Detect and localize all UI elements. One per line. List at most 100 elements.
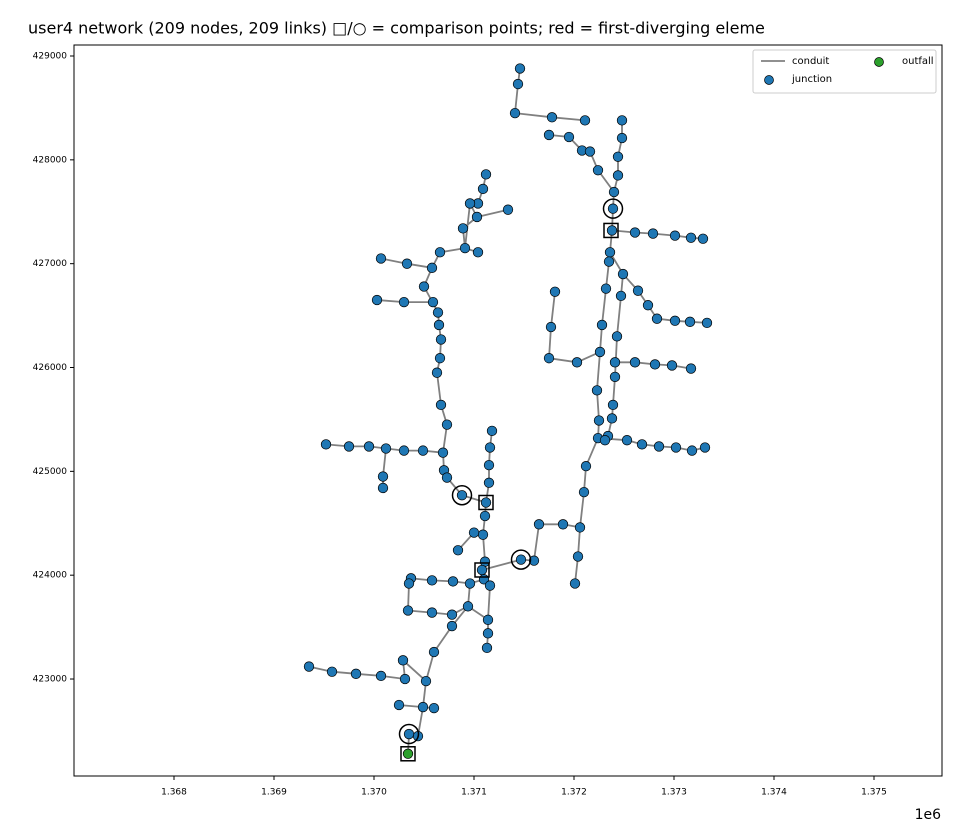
- node-point: [670, 442, 682, 453]
- node-point: [591, 385, 603, 396]
- node-point: [434, 247, 446, 258]
- comparison-circle: [510, 549, 532, 570]
- node-point: [546, 112, 558, 123]
- node-point: [326, 666, 338, 677]
- node-point: [686, 445, 698, 456]
- node-point: [320, 439, 332, 450]
- node-point: [629, 227, 641, 238]
- legend-label: outfall: [902, 56, 934, 67]
- y-tick-label: 424000: [33, 571, 68, 581]
- node-point: [435, 399, 447, 411]
- node-point: [512, 78, 524, 90]
- node-point: [594, 346, 606, 358]
- node-point: [420, 675, 432, 687]
- node-point: [607, 399, 619, 411]
- node-point: [666, 360, 678, 371]
- node-point: [431, 367, 443, 378]
- y-tick-label: 427000: [33, 259, 68, 269]
- node-point: [653, 441, 665, 452]
- node-point: [606, 413, 618, 424]
- node-point: [428, 702, 440, 714]
- node-point: [477, 183, 489, 195]
- node-point: [596, 319, 608, 331]
- node-point: [402, 605, 414, 616]
- node-point: [479, 510, 491, 522]
- node-point: [509, 107, 521, 119]
- node-point: [482, 614, 494, 625]
- node-point: [418, 281, 430, 292]
- node-point: [609, 357, 621, 368]
- node-point: [584, 146, 596, 157]
- node-point: [669, 315, 681, 326]
- node-point: [574, 522, 586, 533]
- node-point: [403, 728, 415, 740]
- x-tick-label: 1.370: [361, 788, 387, 798]
- plot-area: [303, 63, 713, 762]
- legend: conduit junction outfall: [752, 49, 937, 94]
- node-point: [563, 131, 575, 143]
- node-point: [684, 316, 696, 327]
- node-point: [649, 359, 661, 370]
- y-tick-label: 426000: [33, 363, 68, 373]
- node-point: [472, 247, 484, 258]
- node-point: [599, 435, 611, 446]
- node-point: [427, 296, 439, 308]
- node-point: [609, 371, 621, 383]
- node-point: [502, 204, 514, 215]
- axes-frame: [73, 44, 943, 777]
- node-point: [579, 115, 591, 126]
- node-point: [545, 321, 557, 333]
- node-point: [471, 211, 483, 223]
- node-point: [571, 357, 583, 368]
- node-point: [592, 165, 604, 176]
- node-point: [607, 203, 619, 214]
- node-point: [377, 471, 389, 482]
- node-point: [514, 63, 526, 74]
- legend-swatch: [764, 75, 774, 85]
- node-point: [303, 661, 315, 672]
- node-point: [464, 198, 476, 209]
- node-point: [651, 313, 663, 324]
- node-point: [486, 425, 498, 437]
- node-point: [543, 129, 555, 141]
- comparison-square: [603, 222, 619, 239]
- x-offset-text: 1e6: [915, 807, 942, 823]
- node-point: [426, 262, 438, 273]
- x-tick-label: 1.375: [861, 788, 887, 798]
- node-point: [543, 353, 555, 364]
- node-point: [685, 363, 697, 374]
- node-point: [483, 477, 495, 488]
- node-point: [434, 353, 446, 364]
- legend-label: junction: [791, 74, 832, 85]
- node-point: [468, 527, 480, 538]
- node-point: [629, 357, 641, 368]
- y-tick-label: 425000: [33, 467, 68, 477]
- comparison-square: [474, 562, 490, 578]
- node-point: [612, 170, 624, 181]
- node-point: [615, 290, 627, 302]
- node-point: [428, 646, 440, 658]
- node-point: [441, 472, 453, 483]
- y-tick-label: 429000: [33, 52, 68, 62]
- comparison-circle: [451, 484, 473, 506]
- node-point: [441, 419, 453, 430]
- node-point: [483, 459, 495, 471]
- node-point: [699, 442, 711, 453]
- node-point: [617, 268, 629, 280]
- comparison-circle: [398, 723, 420, 745]
- node-point: [580, 461, 592, 472]
- node-point: [380, 443, 392, 454]
- node-point: [464, 578, 476, 589]
- node-point: [608, 186, 620, 198]
- legend-box: [752, 49, 937, 94]
- node-point: [697, 233, 709, 244]
- x-tick-label: 1.372: [561, 788, 587, 798]
- node-point: [402, 748, 414, 759]
- node-point: [606, 225, 618, 236]
- node-point: [403, 578, 415, 589]
- x-tick-label: 1.368: [161, 788, 187, 798]
- node-point: [435, 334, 447, 345]
- node-point: [611, 331, 623, 342]
- node-point: [616, 132, 628, 144]
